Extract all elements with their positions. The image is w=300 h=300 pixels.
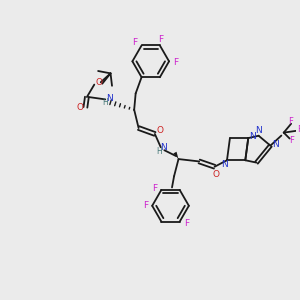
- Text: O: O: [76, 103, 84, 112]
- Text: H: H: [156, 147, 162, 156]
- Text: F: F: [143, 201, 148, 210]
- Text: O: O: [157, 127, 164, 136]
- Text: F: F: [152, 184, 158, 193]
- Text: F: F: [288, 117, 293, 126]
- Text: H: H: [103, 98, 108, 107]
- Text: O: O: [212, 169, 220, 178]
- Text: F: F: [297, 125, 300, 134]
- Text: N: N: [221, 160, 228, 169]
- Polygon shape: [173, 152, 178, 159]
- Text: F: F: [184, 220, 189, 229]
- Text: O: O: [95, 78, 102, 87]
- Text: F: F: [133, 38, 138, 47]
- Text: N: N: [249, 132, 256, 141]
- Text: F: F: [290, 136, 294, 145]
- Text: F: F: [173, 58, 178, 67]
- Text: N: N: [106, 94, 113, 103]
- Text: N: N: [160, 143, 167, 152]
- Text: N: N: [272, 140, 279, 148]
- Text: N: N: [255, 127, 262, 136]
- Text: F: F: [158, 35, 163, 44]
